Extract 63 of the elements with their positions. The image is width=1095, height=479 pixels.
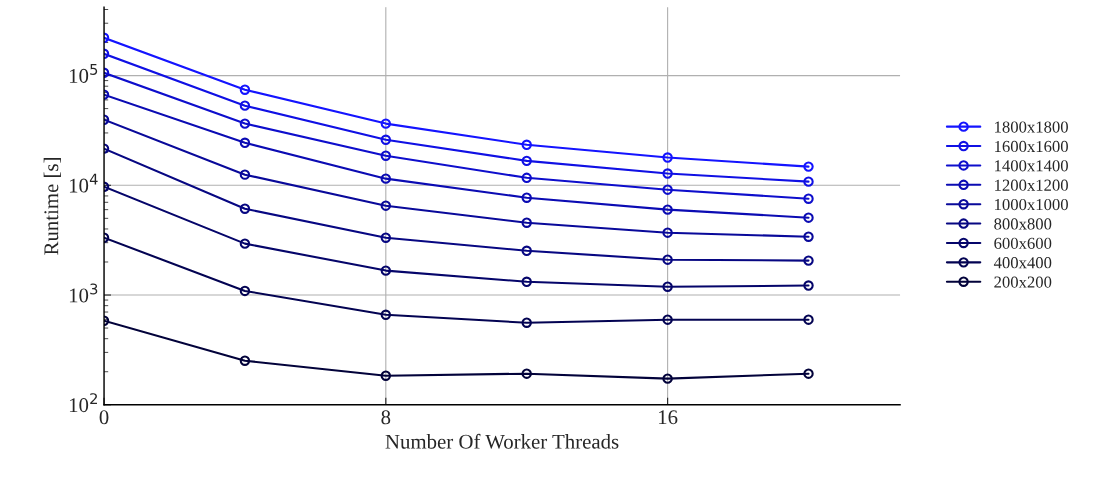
point [239,84,251,95]
point [239,355,251,366]
point [662,168,673,179]
legend-label: 800x800 [994,218,1052,230]
point [803,161,814,172]
x-tick-label: 8 [381,410,391,425]
legend-label: 400x400 [993,257,1052,269]
x-axis-title: Number Of Worker Threads [385,433,619,449]
point [380,173,392,184]
point [380,150,392,161]
y-axis-title: Runtime [s] [43,158,61,255]
point [662,227,673,238]
legend-label: 1800x1800 [995,121,1068,133]
point [803,212,814,223]
point [239,118,251,129]
point [380,200,392,211]
point [662,254,673,265]
point [662,204,673,215]
point [662,281,673,292]
legend-label: 1200x1200 [995,179,1068,191]
point [662,184,673,195]
point [803,314,814,325]
point [380,370,392,381]
y-tick-label: 10$^{3}$ [69,283,98,303]
x-tick-label: 0 [99,410,109,425]
point [662,152,673,163]
point [521,155,532,167]
x-tick-label: 16 [659,410,678,425]
point [239,285,251,297]
point [380,265,392,276]
point [521,172,532,184]
point [521,245,532,256]
point [521,317,532,328]
point [239,238,251,249]
point [521,139,532,150]
point [239,203,251,214]
y-tick-label: 10$^{2}$ [69,393,97,413]
point [380,118,392,129]
point [239,137,251,148]
point [521,368,532,379]
point [803,176,814,187]
point [380,232,392,243]
point [521,192,532,203]
point [239,169,251,180]
point [803,368,814,379]
point [521,276,532,287]
point [803,280,814,291]
point [803,231,814,242]
point [239,100,251,111]
point [662,314,673,325]
legend-label: 1600x1600 [995,140,1068,153]
point [380,134,392,145]
point [521,217,532,228]
legend-label: 1400x1400 [995,160,1068,172]
y-tick-label: 10$^{5}$ [69,64,98,83]
y-tick-label: 10$^{4}$ [69,173,98,193]
point [803,255,814,266]
point [380,309,392,320]
legend-label: 1000x1000 [995,198,1068,211]
point [803,193,814,204]
point [662,373,673,384]
legend-label: 600x600 [994,237,1052,249]
legend-label: 200x200 [994,276,1052,288]
